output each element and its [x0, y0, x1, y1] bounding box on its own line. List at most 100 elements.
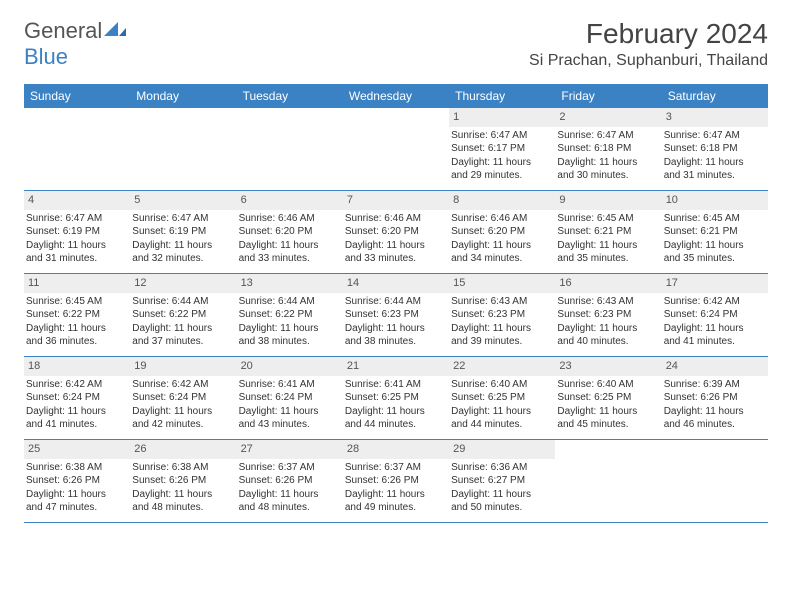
day-sunrise: Sunrise: 6:42 AM: [132, 378, 234, 392]
day-cell: 24Sunrise: 6:39 AMSunset: 6:26 PMDayligh…: [662, 357, 768, 439]
day-number: 17: [662, 274, 768, 293]
day-daylight1: Daylight: 11 hours: [664, 405, 766, 419]
day-sunrise: Sunrise: 6:43 AM: [557, 295, 659, 309]
day-number: 25: [24, 440, 130, 459]
week-row: 4Sunrise: 6:47 AMSunset: 6:19 PMDaylight…: [24, 191, 768, 274]
day-daylight2: and 38 minutes.: [345, 335, 447, 349]
day-daylight1: Daylight: 11 hours: [664, 322, 766, 336]
day-sunrise: Sunrise: 6:41 AM: [345, 378, 447, 392]
day-cell: 20Sunrise: 6:41 AMSunset: 6:24 PMDayligh…: [237, 357, 343, 439]
day-sunset: Sunset: 6:24 PM: [132, 391, 234, 405]
day-header: Tuesday: [237, 84, 343, 108]
day-daylight1: Daylight: 11 hours: [132, 405, 234, 419]
day-daylight2: and 50 minutes.: [451, 501, 553, 515]
day-cell: .: [237, 108, 343, 190]
logo-word-blue: Blue: [24, 44, 68, 69]
day-sunset: Sunset: 6:23 PM: [557, 308, 659, 322]
day-cell: 18Sunrise: 6:42 AMSunset: 6:24 PMDayligh…: [24, 357, 130, 439]
day-daylight2: and 32 minutes.: [132, 252, 234, 266]
day-daylight2: and 33 minutes.: [345, 252, 447, 266]
day-cell: .: [24, 108, 130, 190]
day-sunrise: Sunrise: 6:40 AM: [451, 378, 553, 392]
day-daylight1: Daylight: 11 hours: [26, 405, 128, 419]
day-daylight2: and 39 minutes.: [451, 335, 553, 349]
day-daylight1: Daylight: 11 hours: [239, 488, 341, 502]
logo: GeneralBlue: [24, 18, 126, 70]
day-cell: 8Sunrise: 6:46 AMSunset: 6:20 PMDaylight…: [449, 191, 555, 273]
day-daylight1: Daylight: 11 hours: [345, 488, 447, 502]
day-cell: 7Sunrise: 6:46 AMSunset: 6:20 PMDaylight…: [343, 191, 449, 273]
day-sunrise: Sunrise: 6:38 AM: [26, 461, 128, 475]
weeks-container: ....1Sunrise: 6:47 AMSunset: 6:17 PMDayl…: [24, 108, 768, 523]
day-header: Sunday: [24, 84, 130, 108]
day-sunset: Sunset: 6:21 PM: [557, 225, 659, 239]
day-sunset: Sunset: 6:18 PM: [557, 142, 659, 156]
day-number: 23: [555, 357, 661, 376]
day-number: 21: [343, 357, 449, 376]
day-number: 20: [237, 357, 343, 376]
day-cell: .: [555, 440, 661, 522]
day-sunrise: Sunrise: 6:38 AM: [132, 461, 234, 475]
day-number: 6: [237, 191, 343, 210]
day-sunrise: Sunrise: 6:43 AM: [451, 295, 553, 309]
logo-word-general: General: [24, 18, 102, 43]
day-cell: .: [343, 108, 449, 190]
week-row: 25Sunrise: 6:38 AMSunset: 6:26 PMDayligh…: [24, 440, 768, 523]
day-daylight1: Daylight: 11 hours: [132, 322, 234, 336]
day-daylight1: Daylight: 11 hours: [345, 405, 447, 419]
day-daylight1: Daylight: 11 hours: [345, 322, 447, 336]
day-sunrise: Sunrise: 6:42 AM: [26, 378, 128, 392]
day-number: 11: [24, 274, 130, 293]
day-sunrise: Sunrise: 6:46 AM: [451, 212, 553, 226]
day-cell: 28Sunrise: 6:37 AMSunset: 6:26 PMDayligh…: [343, 440, 449, 522]
day-sunset: Sunset: 6:21 PM: [664, 225, 766, 239]
day-daylight1: Daylight: 11 hours: [451, 488, 553, 502]
day-number: 27: [237, 440, 343, 459]
day-daylight1: Daylight: 11 hours: [664, 239, 766, 253]
day-daylight2: and 41 minutes.: [664, 335, 766, 349]
day-number: 14: [343, 274, 449, 293]
day-cell: .: [130, 108, 236, 190]
week-row: 18Sunrise: 6:42 AMSunset: 6:24 PMDayligh…: [24, 357, 768, 440]
day-cell: 21Sunrise: 6:41 AMSunset: 6:25 PMDayligh…: [343, 357, 449, 439]
day-sunset: Sunset: 6:26 PM: [132, 474, 234, 488]
day-cell: 15Sunrise: 6:43 AMSunset: 6:23 PMDayligh…: [449, 274, 555, 356]
day-daylight1: Daylight: 11 hours: [239, 239, 341, 253]
day-daylight2: and 37 minutes.: [132, 335, 234, 349]
day-number: 16: [555, 274, 661, 293]
day-daylight2: and 35 minutes.: [664, 252, 766, 266]
week-row: ....1Sunrise: 6:47 AMSunset: 6:17 PMDayl…: [24, 108, 768, 191]
day-daylight2: and 41 minutes.: [26, 418, 128, 432]
day-sunset: Sunset: 6:27 PM: [451, 474, 553, 488]
day-sunset: Sunset: 6:18 PM: [664, 142, 766, 156]
day-sunset: Sunset: 6:20 PM: [451, 225, 553, 239]
day-daylight2: and 33 minutes.: [239, 252, 341, 266]
day-sunrise: Sunrise: 6:36 AM: [451, 461, 553, 475]
day-sunset: Sunset: 6:24 PM: [26, 391, 128, 405]
day-daylight2: and 42 minutes.: [132, 418, 234, 432]
day-sunrise: Sunrise: 6:47 AM: [664, 129, 766, 143]
day-cell: 10Sunrise: 6:45 AMSunset: 6:21 PMDayligh…: [662, 191, 768, 273]
day-daylight2: and 46 minutes.: [664, 418, 766, 432]
day-sunrise: Sunrise: 6:41 AM: [239, 378, 341, 392]
day-daylight1: Daylight: 11 hours: [345, 239, 447, 253]
day-sunset: Sunset: 6:19 PM: [26, 225, 128, 239]
day-sunset: Sunset: 6:25 PM: [451, 391, 553, 405]
day-daylight1: Daylight: 11 hours: [239, 322, 341, 336]
day-sunset: Sunset: 6:20 PM: [239, 225, 341, 239]
day-daylight2: and 31 minutes.: [664, 169, 766, 183]
day-sunset: Sunset: 6:24 PM: [239, 391, 341, 405]
month-title: February 2024: [529, 18, 768, 50]
day-sunrise: Sunrise: 6:44 AM: [239, 295, 341, 309]
day-sunset: Sunset: 6:20 PM: [345, 225, 447, 239]
day-sunset: Sunset: 6:26 PM: [664, 391, 766, 405]
day-daylight2: and 31 minutes.: [26, 252, 128, 266]
day-daylight1: Daylight: 11 hours: [557, 156, 659, 170]
day-daylight2: and 43 minutes.: [239, 418, 341, 432]
day-daylight2: and 34 minutes.: [451, 252, 553, 266]
day-sunrise: Sunrise: 6:44 AM: [132, 295, 234, 309]
day-daylight1: Daylight: 11 hours: [557, 239, 659, 253]
logo-text: GeneralBlue: [24, 18, 126, 70]
day-number: 19: [130, 357, 236, 376]
calendar: SundayMondayTuesdayWednesdayThursdayFrid…: [24, 84, 768, 523]
